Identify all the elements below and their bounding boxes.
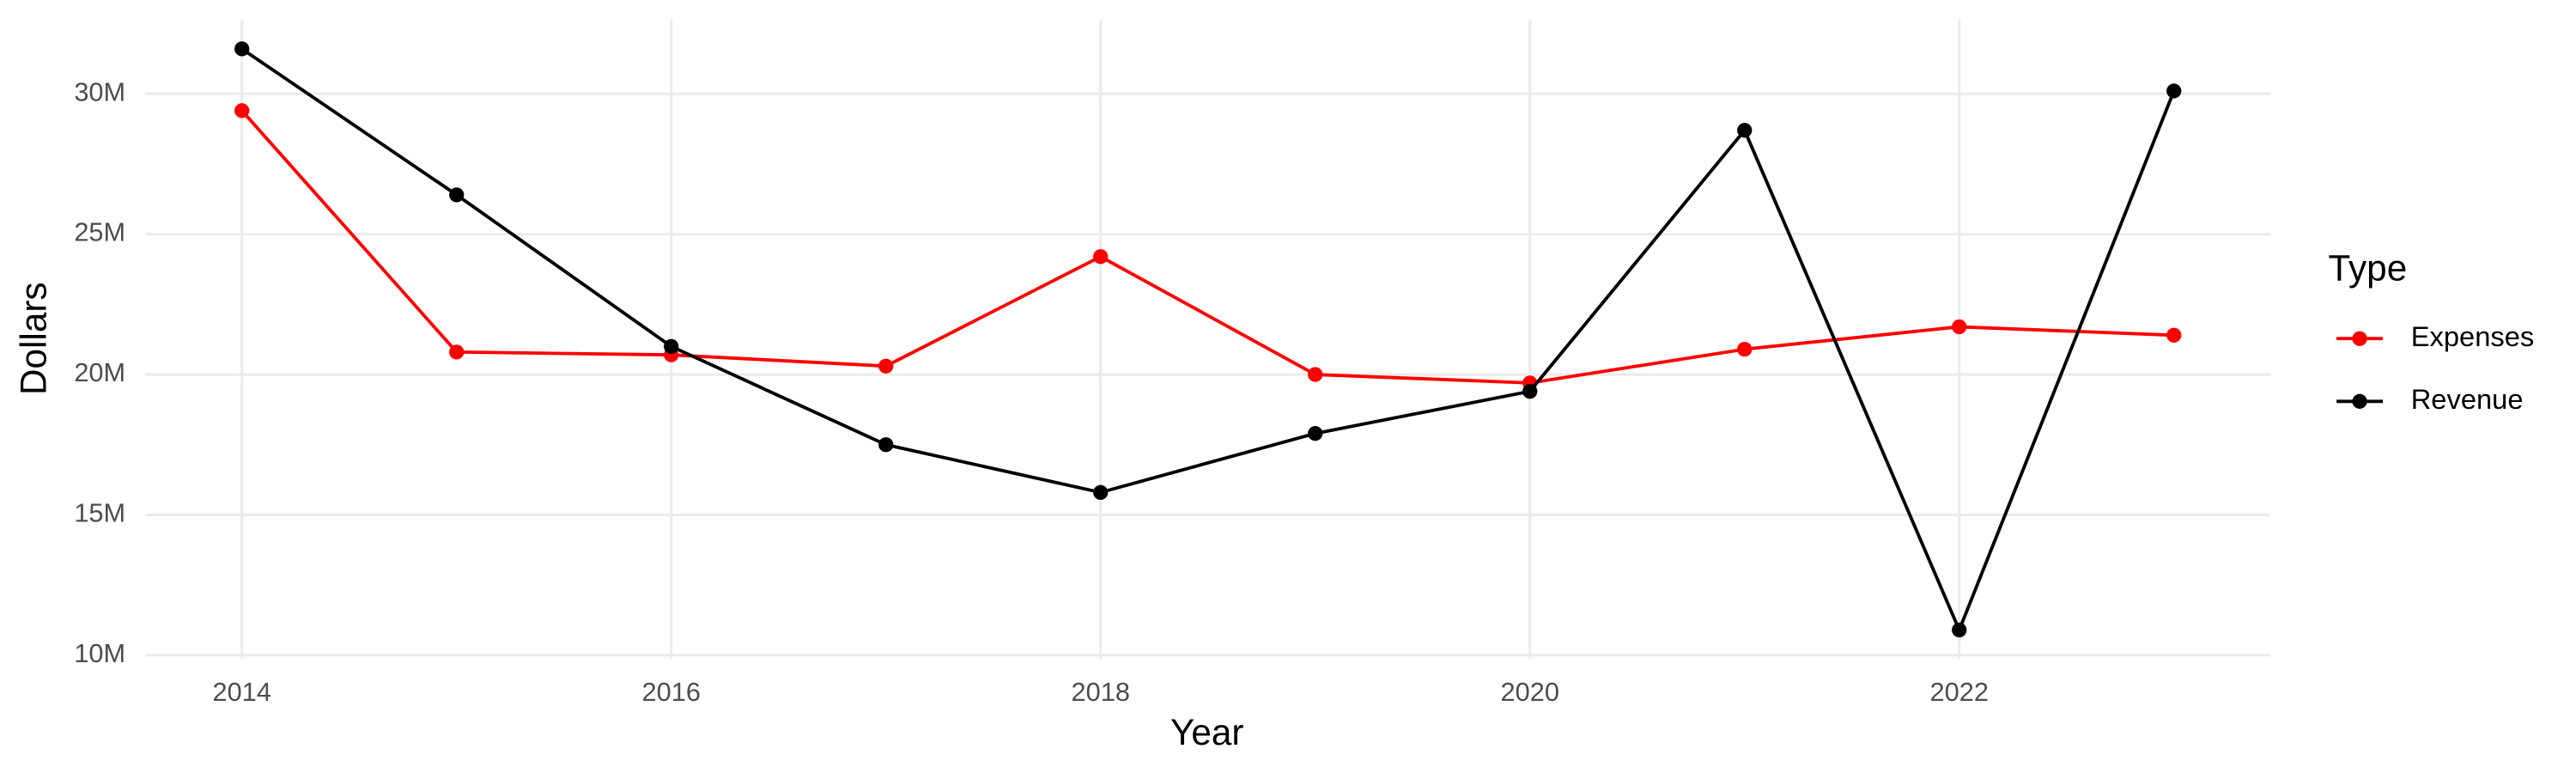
x-tick-label: 2022 (1930, 677, 1989, 707)
data-point (1522, 384, 1538, 399)
y-tick-label: 25M (74, 217, 125, 247)
data-point (449, 344, 465, 360)
data-point (234, 41, 250, 57)
data-point (1952, 622, 1967, 638)
y-tick-label: 15M (74, 498, 125, 528)
y-tick-label: 20M (74, 357, 125, 387)
x-tick-label: 2016 (642, 677, 701, 707)
legend-swatch-point (2352, 393, 2367, 409)
data-point (878, 358, 894, 374)
y-tick-label: 30M (74, 76, 125, 107)
legend-label: Revenue (2411, 383, 2524, 415)
data-point (878, 437, 894, 453)
series-line (240, 109, 2174, 385)
data-point (234, 103, 250, 119)
data-point (1952, 319, 1967, 335)
series-line (240, 47, 2176, 635)
data-point (1737, 341, 1753, 357)
data-point (2166, 327, 2182, 343)
x-tick-label: 2014 (213, 677, 271, 707)
data-point (664, 338, 679, 355)
x-axis-title: Year (1170, 712, 1243, 752)
data-point (449, 187, 465, 203)
x-tick-label: 2020 (1501, 677, 1559, 707)
legend-label: Expenses (2411, 320, 2535, 352)
data-point (1093, 249, 1109, 265)
data-point (1308, 367, 1323, 382)
y-tick-label: 10M (74, 638, 125, 668)
data-point (2166, 83, 2182, 99)
y-axis-title: Dollars (13, 282, 53, 395)
legend-swatch-point (2352, 331, 2367, 346)
legend-title: Type (2329, 248, 2408, 289)
data-point (1737, 123, 1753, 138)
x-tick-label: 2018 (1072, 677, 1130, 707)
data-point (1093, 484, 1109, 500)
data-point (1308, 426, 1323, 441)
